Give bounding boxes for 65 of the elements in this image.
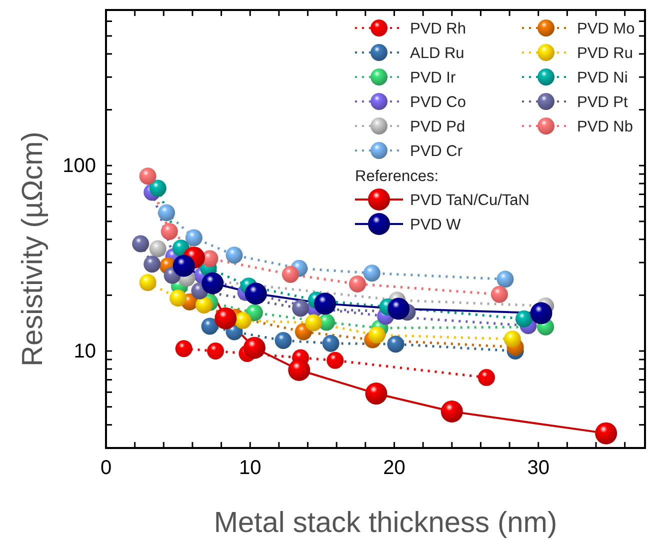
x-tick-label: 0 <box>100 457 112 480</box>
legend-label: PVD Ru <box>577 45 633 62</box>
point <box>243 336 266 359</box>
point <box>387 336 404 353</box>
point <box>196 296 212 314</box>
point <box>207 342 224 360</box>
legend-label: PVD Ni <box>577 70 628 86</box>
point <box>363 264 380 282</box>
point <box>305 314 322 332</box>
point <box>160 223 178 240</box>
legend-label: PVD Nb <box>577 118 633 136</box>
point <box>388 298 410 320</box>
x-tick-label: 30 <box>527 457 550 480</box>
legend-label: PVD Cr <box>410 143 463 160</box>
point <box>149 240 166 258</box>
point <box>530 302 552 324</box>
point <box>246 304 263 322</box>
legend-label: ALD Ru <box>410 45 464 62</box>
point <box>202 272 224 294</box>
point <box>175 340 192 358</box>
point <box>326 352 344 369</box>
point <box>490 286 508 303</box>
y-tick-label: 100 <box>62 154 96 177</box>
point <box>288 359 310 381</box>
point <box>348 275 366 292</box>
x-axis-title: Metal stack thickness (nm) <box>214 507 558 539</box>
y-axis-title: Resistivity (µΩcm) <box>17 132 49 366</box>
legend-label: PVD Co <box>410 94 466 111</box>
point <box>214 307 237 330</box>
point <box>314 292 336 315</box>
legend-label: PVD Rh <box>410 20 466 38</box>
point <box>595 422 618 444</box>
point <box>139 274 156 292</box>
point <box>149 180 166 197</box>
legend-label: PVD W <box>410 216 462 234</box>
point <box>478 369 495 386</box>
legend-label: PVD Mo <box>577 20 635 38</box>
x-tick-label: 10 <box>238 457 262 480</box>
legend-label: PVD Ir <box>410 70 456 86</box>
point <box>144 256 161 273</box>
point <box>322 334 340 352</box>
point <box>139 168 156 185</box>
annotation: References: <box>355 168 439 185</box>
point <box>170 290 187 307</box>
x-tick-label: 20 <box>383 457 406 480</box>
point <box>496 270 514 288</box>
legend-label: PVD TaN/Cu/TaN <box>410 192 530 209</box>
point <box>244 282 267 305</box>
point <box>274 332 292 349</box>
point <box>440 400 463 422</box>
point <box>292 300 310 317</box>
point <box>226 246 243 264</box>
point <box>504 330 521 348</box>
point <box>365 382 388 405</box>
point <box>201 318 218 335</box>
point <box>185 229 202 246</box>
point <box>368 326 386 344</box>
point <box>234 312 252 330</box>
point <box>515 310 532 328</box>
legend-label: PVD Pd <box>410 118 466 136</box>
point <box>172 254 195 277</box>
point <box>132 235 150 252</box>
legend-label: PVD Pt <box>577 94 629 111</box>
point <box>158 204 176 222</box>
point <box>282 266 299 283</box>
